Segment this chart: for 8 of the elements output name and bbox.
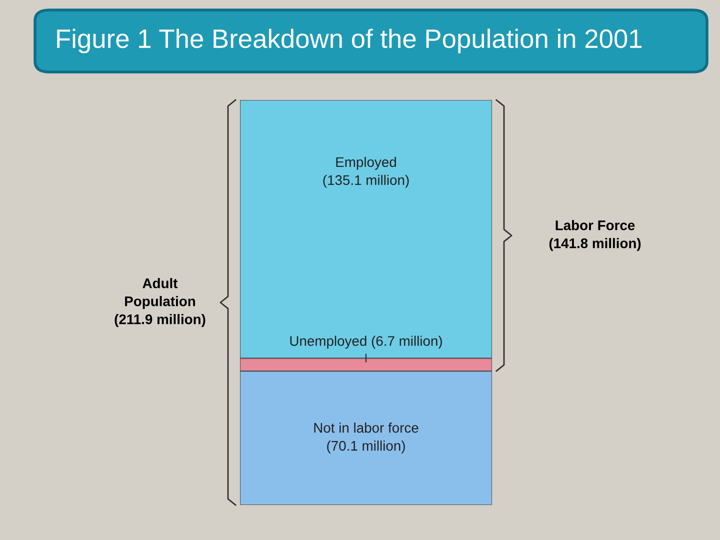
data-label: (135.1 million) [323, 174, 409, 188]
chart-title: Figure 1 The Breakdown of the Population in 2001 [57, 28, 642, 54]
series-label: Not in labor force [314, 422, 418, 433]
text: Unemployed (6.7 million) [290, 336, 442, 349]
series-label: Employed [336, 156, 396, 170]
text: Labor Force (141.8 million) [549, 220, 641, 251]
text: Adult Population (211.9 million) [114, 278, 206, 327]
data-label: (70.1 million) [327, 440, 405, 454]
